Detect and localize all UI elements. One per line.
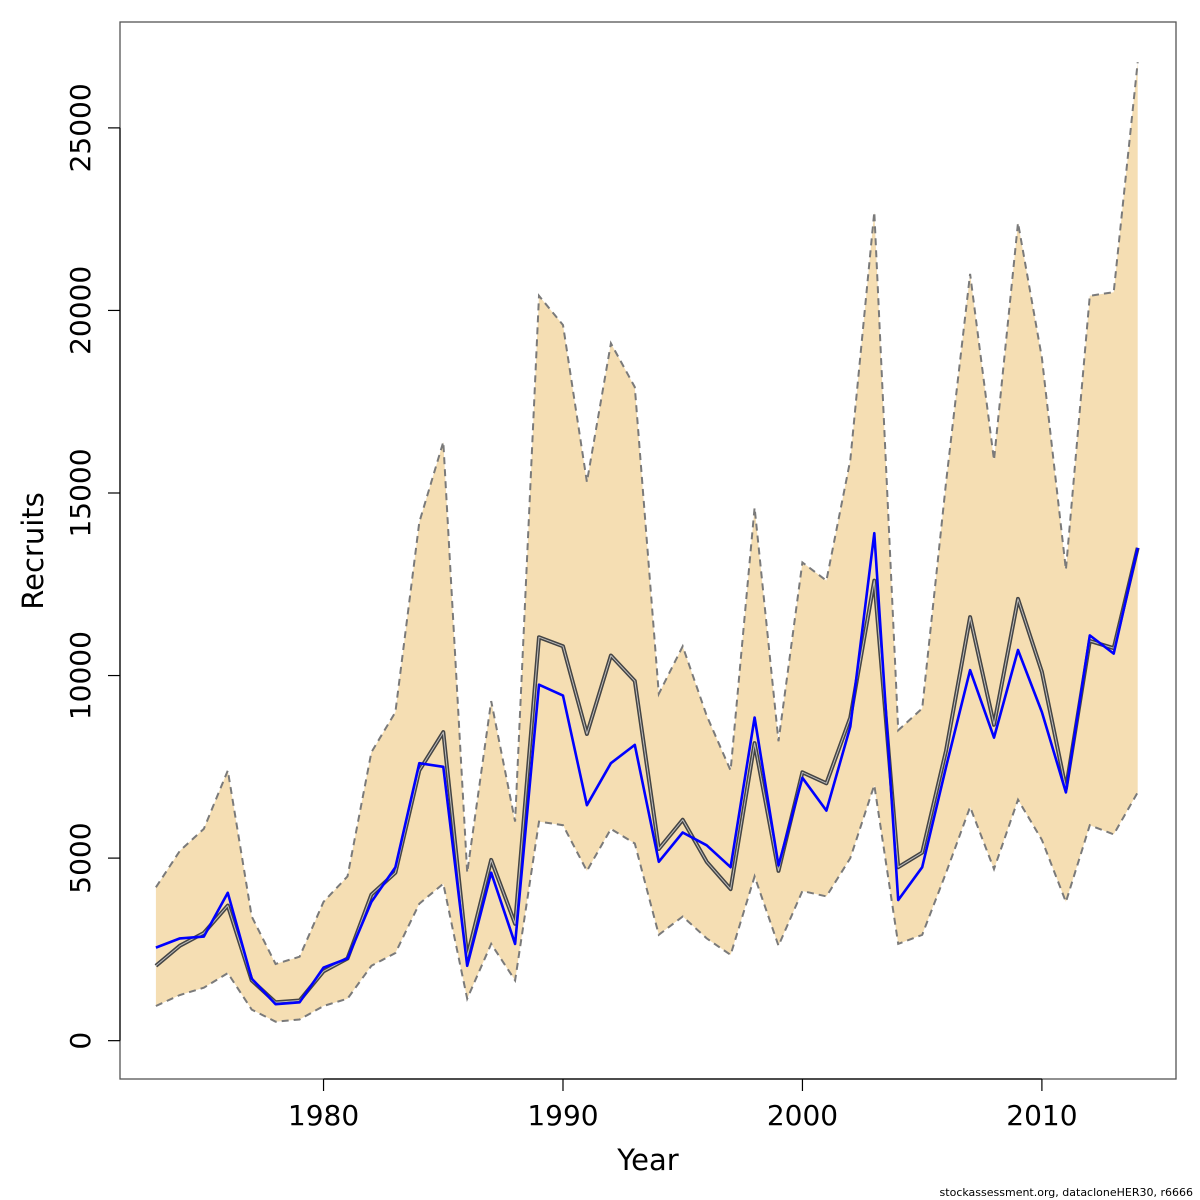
y-tick-label: 20000 [64, 266, 97, 355]
estimate-line-core [155, 547, 1139, 1003]
x-axis-title: Year [616, 1143, 678, 1177]
x-tick-label: 1990 [527, 1099, 598, 1132]
footer-credit: stockassessment.org, datacloneHER30, r66… [940, 1186, 1193, 1199]
y-axis-title: Recruits [16, 492, 50, 609]
lower-bound-line [155, 784, 1139, 1023]
second-estimate-line [155, 531, 1139, 1006]
y-tick-label: 5000 [64, 822, 97, 893]
series-lines [154, 62, 1140, 1023]
y-axis: 0 5000 10000 15000 20000 25000 [64, 83, 121, 1050]
x-tick-label: 2000 [767, 1099, 838, 1132]
y-tick-label: 15000 [64, 448, 97, 537]
upper-bound-line [155, 62, 1139, 966]
x-tick-label: 1980 [288, 1099, 359, 1132]
y-tick-label: 10000 [64, 631, 97, 720]
x-tick-label: 2010 [1006, 1099, 1077, 1132]
x-axis: 1980 1990 2000 2010 [288, 1078, 1078, 1132]
y-tick-label: 25000 [64, 83, 97, 172]
y-tick-label: 0 [64, 1032, 97, 1050]
